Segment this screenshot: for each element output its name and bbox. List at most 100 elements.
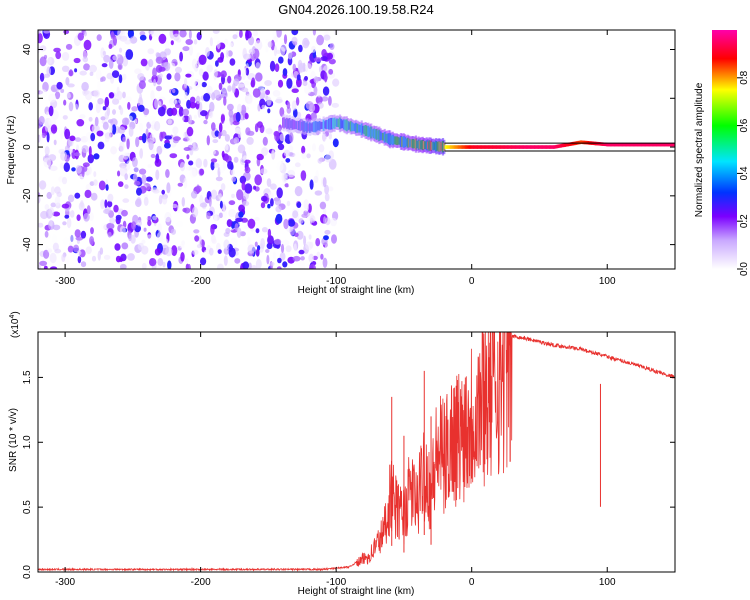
ridge-cell: [658, 142, 661, 147]
noise-blob: [303, 40, 310, 46]
noise-blob: [114, 243, 121, 251]
noise-blob: [219, 200, 223, 209]
noise-blob: [134, 118, 138, 124]
noise-blob: [38, 101, 44, 111]
noise-blob: [213, 35, 219, 43]
ridge-cell: [611, 142, 614, 147]
ridge-halo: [328, 115, 331, 133]
ridge-cell: [570, 142, 573, 146]
noise-blob: [280, 42, 287, 52]
ridge-cell: [624, 142, 628, 147]
ridge-halo: [305, 119, 308, 134]
noise-blob: [119, 47, 123, 53]
noise-blob: [38, 264, 41, 269]
noise-blob: [328, 68, 334, 75]
noise-blob: [328, 132, 332, 140]
noise-blob: [54, 248, 62, 254]
ridge-cell: [664, 142, 667, 147]
ridge-cell: [669, 142, 672, 147]
colorbar-tick-label: 0.8: [739, 70, 750, 84]
noise-blob: [122, 198, 130, 203]
ridge-cell: [653, 142, 656, 147]
snr-frame: [37, 331, 676, 573]
noise-blob: [191, 146, 199, 152]
noise-blob: [76, 214, 81, 221]
noise-blob: [276, 161, 284, 172]
noise-blob: [107, 231, 112, 238]
noise-blob: [243, 53, 252, 60]
noise-blob: [306, 153, 311, 159]
ridge-cell: [643, 142, 646, 147]
ridge-cell: [511, 145, 514, 149]
noise-blob: [233, 156, 239, 163]
noise-blob: [157, 223, 162, 233]
noise-blob: [85, 184, 92, 192]
noise-blob: [286, 101, 291, 109]
noise-blob: [218, 122, 223, 133]
colorbar-gradient: [712, 30, 737, 269]
noise-blob: [224, 134, 230, 142]
ridge-cell: [660, 142, 663, 147]
noise-blob: [324, 72, 328, 83]
noise-blob: [199, 202, 208, 208]
noise-blob: [228, 200, 236, 206]
noise-blob: [63, 30, 70, 35]
noise-blob: [56, 81, 63, 90]
ridge-cell: [489, 145, 492, 149]
noise-blob: [244, 166, 251, 174]
noise-blob: [147, 48, 155, 55]
noise-blob: [235, 217, 244, 222]
noise-blob: [169, 153, 178, 159]
noise-blob: [90, 192, 98, 201]
noise-blob: [122, 73, 127, 81]
noise-blob: [244, 159, 251, 164]
noise-blob: [103, 254, 111, 260]
ridge-cell: [581, 140, 584, 145]
noise-blob: [321, 96, 329, 102]
noise-blob: [259, 168, 268, 175]
ridge-cell: [446, 145, 449, 149]
noise-blob: [329, 43, 335, 50]
ridge-halo: [436, 138, 439, 154]
ridge-halo: [286, 114, 289, 132]
noise-blob: [221, 91, 228, 99]
ridge-halo: [363, 122, 366, 138]
ridge-cell: [561, 143, 564, 148]
noise-blob: [143, 196, 149, 206]
noise-blob: [131, 221, 137, 230]
noise-blob: [52, 211, 61, 217]
noise-blob: [322, 177, 327, 188]
noise-blob: [107, 119, 114, 124]
ridge-cell: [508, 145, 511, 149]
noise-blob: [54, 186, 61, 194]
spectrogram-xlabel: Height of straight line (km): [298, 285, 415, 296]
ridge-halo: [417, 136, 420, 153]
noise-blob: [132, 157, 138, 168]
noise-blob: [282, 261, 288, 268]
noise-blob: [304, 76, 308, 81]
noise-blob: [83, 63, 91, 71]
noise-blob: [203, 158, 208, 168]
ridge-cell: [672, 142, 675, 147]
ridge-cell: [538, 145, 541, 149]
noise-blob: [93, 89, 100, 98]
y-tick-label: 1.5: [22, 370, 33, 384]
noise-blob: [46, 191, 52, 200]
ridge-cell: [584, 140, 587, 145]
noise-blob: [132, 173, 138, 182]
ridge-halo: [383, 128, 386, 146]
ridge-halo: [357, 121, 361, 136]
noise-blob: [62, 237, 69, 246]
noise-blob: [166, 73, 172, 80]
noise-blob: [48, 207, 55, 218]
ridge-cell: [490, 145, 493, 149]
ridge-cell: [656, 142, 659, 147]
noise-blob: [124, 173, 128, 181]
noise-blob: [171, 107, 178, 116]
noise-blob: [199, 101, 203, 113]
noise-blob: [317, 158, 323, 164]
noise-blob: [106, 72, 114, 80]
noise-blob: [53, 47, 61, 53]
noise-blob: [319, 201, 327, 210]
noise-blob: [195, 158, 203, 169]
